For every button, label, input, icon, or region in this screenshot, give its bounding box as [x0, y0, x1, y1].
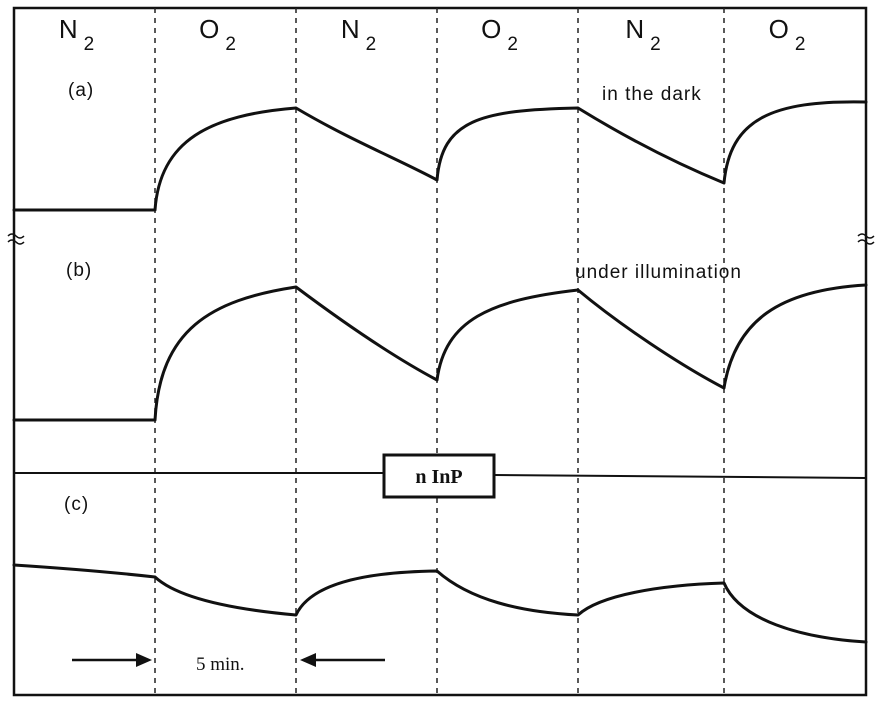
gas-symbol: N [625, 14, 644, 44]
gas-symbol: O [481, 14, 501, 44]
curve-b [12, 283, 868, 422]
axis-break [7, 233, 875, 245]
panel-label: (c) [64, 494, 89, 515]
gas-symbol: O [199, 14, 219, 44]
panel-label: (b) [66, 260, 92, 281]
curve-c [12, 563, 868, 644]
gas-subscript: 2 [650, 34, 661, 55]
gas-label: O2 [769, 14, 806, 55]
gas-subscript: 2 [225, 34, 236, 55]
gas-symbol: N [59, 14, 78, 44]
frame [12, 6, 868, 697]
gas-label: N2 [625, 14, 660, 55]
sample-box [382, 453, 496, 499]
gas-label: O2 [199, 14, 236, 55]
scale-arrows [72, 653, 385, 667]
gas-subscript: 2 [795, 34, 806, 55]
gas-label: N2 [341, 14, 376, 55]
gas-label: O2 [481, 14, 518, 55]
curve-a [12, 100, 868, 212]
sample-label: n InP [415, 466, 462, 488]
scale-label: 5 min. [196, 654, 245, 675]
panel-note: in the dark [602, 84, 702, 105]
gas-subscript: 2 [507, 34, 518, 55]
gas-symbol: O [769, 14, 789, 44]
gas-symbol: N [341, 14, 360, 44]
panel-label: (a) [68, 80, 94, 101]
gas-subscript: 2 [366, 34, 377, 55]
dividers [154, 8, 725, 695]
gas-label: N2 [59, 14, 94, 55]
separator [493, 474, 867, 479]
panel-note: under illumination [575, 262, 742, 283]
gas-subscript: 2 [84, 34, 95, 55]
